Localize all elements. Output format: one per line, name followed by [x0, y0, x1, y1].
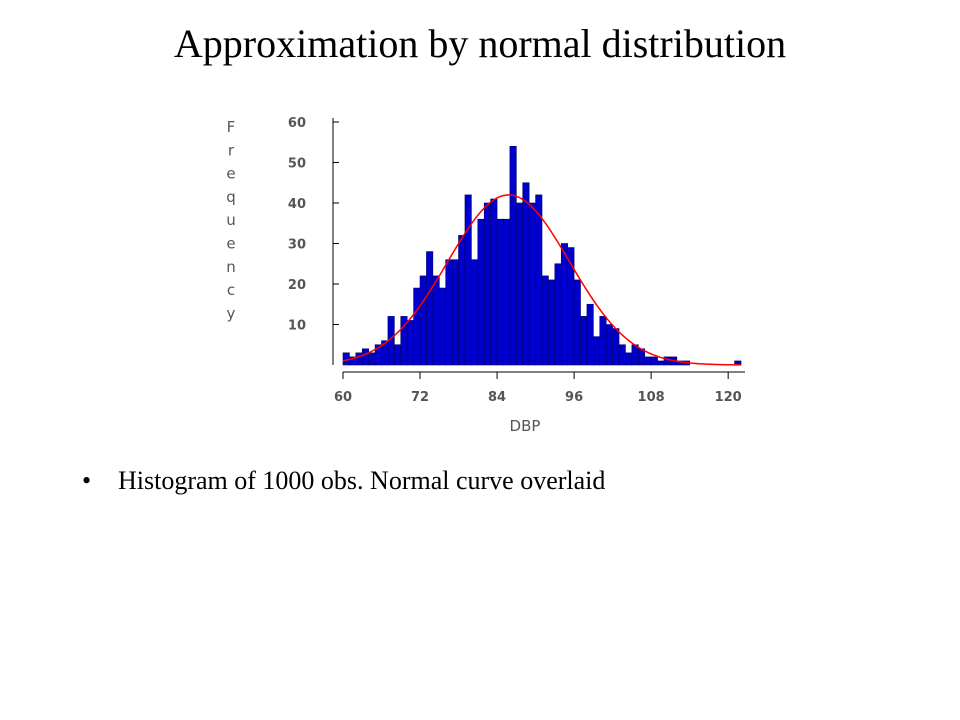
bullet-item: • Histogram of 1000 obs. Normal curve ove… — [82, 466, 605, 496]
histogram-bar — [413, 287, 421, 366]
histogram-bar — [477, 218, 485, 366]
histogram-bar — [625, 352, 633, 366]
histogram-bar — [548, 279, 556, 366]
histogram-bar — [580, 316, 588, 366]
histogram-bar — [535, 194, 543, 366]
histogram-bar — [618, 344, 626, 366]
y-tick-labels: 10 20 30 40 50 60 — [288, 116, 306, 334]
x-tick-label: 108 — [638, 390, 665, 405]
x-tick-label: 84 — [488, 390, 506, 405]
histogram-bar — [419, 275, 427, 366]
histogram-bar — [361, 348, 369, 366]
histogram-bar — [612, 328, 620, 366]
histogram-bar — [541, 275, 549, 366]
histogram-bar — [522, 182, 530, 366]
histogram-bar — [650, 356, 658, 366]
y-tick-label: 30 — [288, 238, 306, 253]
bullet-symbol: • — [82, 466, 92, 495]
x-tick-label: 72 — [411, 390, 429, 405]
histogram-bar — [605, 324, 613, 366]
x-tick-label: 120 — [715, 390, 742, 405]
histogram-bars — [342, 146, 742, 366]
histogram-bar — [406, 320, 414, 366]
y-tick-label: 10 — [288, 319, 306, 334]
histogram-bar — [394, 344, 402, 366]
histogram-bar — [509, 146, 517, 366]
histogram-bar — [426, 251, 434, 366]
histogram-bar — [528, 202, 536, 366]
histogram-bar — [432, 275, 440, 366]
histogram-bar — [599, 316, 607, 366]
histogram-bar — [586, 303, 594, 366]
histogram-bar — [593, 336, 601, 366]
histogram-bar — [451, 259, 459, 366]
histogram-bar — [496, 218, 504, 366]
slide-title: Approximation by normal distribution — [173, 21, 787, 66]
x-tick-label: 60 — [334, 390, 352, 405]
y-tick-label: 50 — [288, 157, 306, 172]
histogram-bar — [554, 263, 562, 366]
histogram-bar — [483, 202, 491, 366]
normal-curve — [342, 194, 742, 366]
histogram-bar — [438, 287, 447, 366]
bullet-text: Histogram of 1000 obs. Normal curve over… — [118, 466, 606, 495]
x-tick-labels: 60 72 84 96 108 120 — [334, 390, 742, 405]
histogram-bar — [471, 259, 479, 366]
y-tick-label: 60 — [288, 116, 306, 131]
histogram-bar — [503, 218, 511, 366]
histogram-bar — [445, 259, 453, 366]
x-axis-title: DBP — [510, 417, 541, 435]
histogram-bar — [631, 344, 639, 366]
y-tick-label: 40 — [288, 197, 306, 212]
chart-axes — [332, 118, 745, 379]
histogram-bar — [355, 352, 363, 366]
histogram-bar — [516, 202, 524, 366]
x-tick-label: 96 — [565, 390, 583, 405]
histogram-bar — [458, 235, 466, 366]
histogram-bar — [573, 279, 581, 366]
histogram-bar — [464, 194, 472, 366]
y-tick-label: 20 — [288, 278, 306, 293]
histogram-bar — [560, 243, 568, 366]
histogram-bar — [644, 356, 652, 366]
histogram-bar — [657, 360, 665, 366]
histogram-bar — [368, 352, 376, 366]
histogram-bar — [490, 198, 498, 366]
